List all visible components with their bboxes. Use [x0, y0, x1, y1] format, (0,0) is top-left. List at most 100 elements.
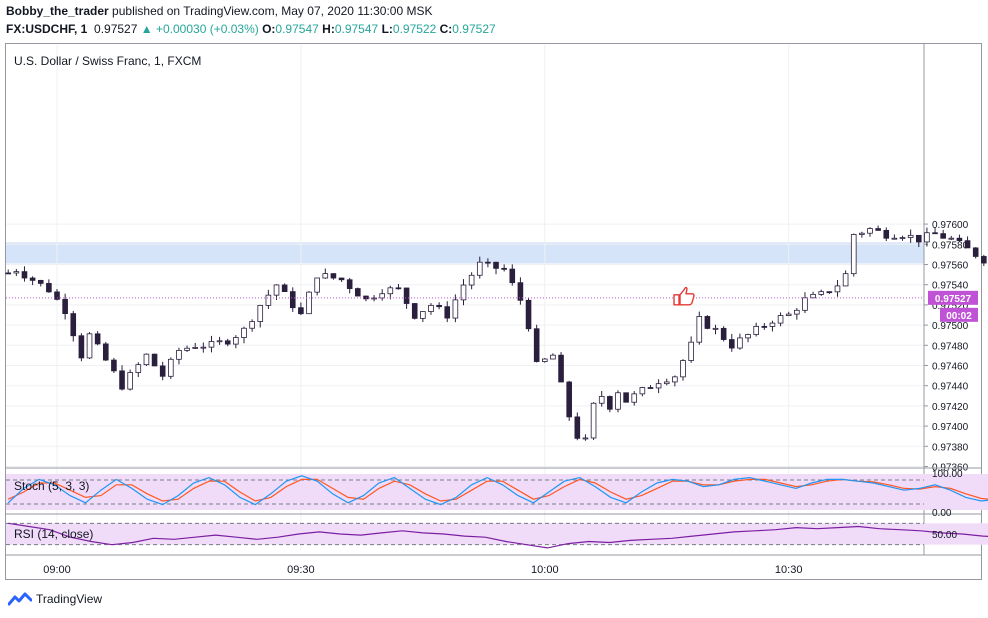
y-tick-label: 0.97580	[932, 240, 969, 251]
candle-body	[127, 372, 133, 390]
chart-title: U.S. Dollar / Swiss Franc, 1, FXCM	[14, 54, 201, 68]
candle-body	[94, 333, 101, 345]
candle-body	[598, 396, 605, 404]
candle-body	[720, 327, 727, 340]
candle-body	[273, 284, 280, 296]
candle-body	[704, 316, 711, 329]
candle-body	[753, 326, 759, 335]
candle-body	[249, 321, 255, 329]
candle-body	[346, 279, 353, 289]
author-name[interactable]: Bobby_the_trader	[6, 4, 109, 18]
candle-body	[850, 234, 857, 275]
y-tick-label: 0.97380	[932, 442, 969, 453]
candle-body	[574, 416, 581, 439]
candle-body	[338, 277, 345, 281]
y-tick-label: 0.97400	[932, 422, 969, 433]
thumbs-up-icon	[673, 286, 695, 306]
candle-body	[460, 284, 467, 301]
price-value: 0.97527	[94, 22, 138, 36]
candle-body	[143, 353, 150, 366]
candle-body	[566, 381, 572, 418]
rsi-tick-label: 50.00	[932, 530, 957, 541]
candle-body	[826, 291, 833, 294]
rsi-label: RSI (14, close)	[14, 527, 93, 541]
candle-body	[639, 387, 646, 395]
candle-body	[875, 228, 881, 231]
candle-body	[728, 339, 735, 349]
legend-line: FX:USDCHF, 1 0.97527 ▲ +0.00030 (+0.03%)…	[6, 22, 496, 36]
candle-body	[168, 358, 174, 377]
candle-body	[558, 354, 564, 383]
candle-body	[485, 261, 491, 264]
candle-body	[810, 293, 816, 299]
candle-body	[550, 354, 556, 360]
candle-body	[899, 237, 906, 239]
candle-body	[981, 256, 987, 264]
candle-body	[428, 304, 434, 312]
y-tick-label: 0.97420	[932, 402, 969, 413]
publish-info: Bobby_the_trader published on TradingVie…	[6, 4, 432, 18]
candle-body	[696, 316, 703, 343]
y-tick-label: 0.97520	[932, 301, 969, 312]
candle-body	[395, 287, 402, 290]
candle-body	[737, 337, 743, 349]
countdown-label: 00:02	[946, 311, 972, 322]
candle-body	[948, 237, 955, 240]
candle-body	[663, 381, 670, 385]
open-label: O:	[262, 22, 276, 36]
open-value: 0.97547	[275, 22, 319, 36]
candle-body	[355, 288, 361, 297]
close-label: C:	[439, 22, 453, 36]
y-tick-label: 0.97460	[932, 362, 969, 373]
candle-body	[233, 337, 239, 345]
candle-body	[940, 233, 946, 239]
x-tick-label: 10:30	[775, 564, 803, 576]
high-value: 0.97547	[334, 22, 379, 36]
candle-body	[915, 234, 922, 243]
candle-body	[891, 237, 898, 240]
candle-body	[86, 333, 93, 359]
candle-body	[13, 271, 20, 274]
last-price-label: 0.97527	[935, 294, 972, 305]
candle-body	[306, 291, 312, 315]
candle-body	[119, 370, 125, 390]
candle-body	[468, 274, 475, 286]
candle-body	[655, 383, 662, 389]
y-tick-label: 0.97600	[932, 220, 969, 231]
candle-body	[525, 299, 532, 330]
candle-body	[363, 295, 369, 300]
tradingview-footer[interactable]: TradingView	[8, 592, 102, 606]
candle-body	[224, 340, 231, 345]
candle-body	[769, 322, 776, 327]
candle-body	[972, 247, 979, 257]
candle-body	[184, 347, 190, 351]
close-value: 0.97527	[452, 22, 496, 36]
stoch-label: Stoch (5, 3, 3)	[14, 479, 89, 493]
candle-body	[135, 364, 142, 373]
candle-body	[542, 358, 548, 362]
triangle-up-icon: ▲	[140, 22, 153, 36]
candle-body	[582, 437, 589, 440]
candle-body	[883, 229, 890, 239]
candle-body	[70, 313, 77, 337]
low-label: L:	[381, 22, 393, 36]
y-tick-label: 0.97480	[932, 341, 969, 352]
candle-body	[615, 392, 621, 410]
candle-body	[964, 240, 971, 249]
candle-body	[842, 273, 849, 287]
candle-body	[37, 279, 44, 284]
candle-body	[444, 306, 451, 319]
candle-body	[834, 285, 841, 293]
candle-body	[379, 293, 385, 299]
candle-body	[111, 359, 117, 372]
candle-body	[932, 232, 938, 235]
candle-body	[533, 328, 540, 362]
candle-body	[46, 283, 52, 293]
candle-body	[452, 299, 459, 319]
candle-body	[281, 284, 288, 292]
symbol-label: FX:USDCHF, 1	[6, 22, 88, 36]
candle-body	[761, 326, 768, 328]
candle-body	[5, 272, 12, 275]
candle-body	[265, 294, 272, 306]
